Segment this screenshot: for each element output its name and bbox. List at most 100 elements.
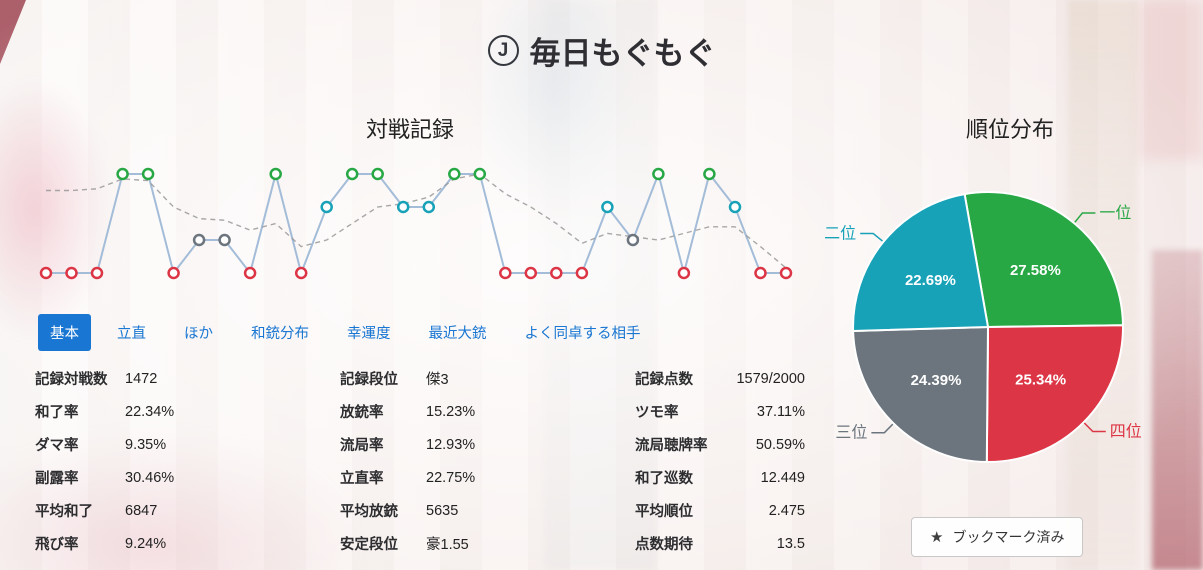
stat-label: 平均和了 (35, 504, 93, 520)
stat-label: 副露率 (35, 471, 79, 487)
stat-value: 22.75% (426, 469, 476, 486)
placement-line (46, 170, 786, 277)
stat-row: 記録段位 傑3 (340, 362, 510, 395)
stat-value: 30.46% (125, 469, 175, 486)
pie-label-line (860, 232, 883, 242)
placement-dot-rank1 (371, 167, 384, 181)
stats-table: 記録対戦数 1472 和了率 22.34% ダマ率 9.35% 副露率 30.46% 平均和了 6… (0, 362, 830, 567)
stat-label: ダマ率 (35, 438, 79, 454)
stat-row: 立直率 22.75% (340, 461, 510, 494)
stat-label: 平均順位 (635, 504, 693, 520)
placement-dot-rank4 (39, 266, 53, 280)
stat-label: 点数期待 (635, 537, 693, 553)
placement-dot-rank4 (779, 266, 793, 280)
stat-value: 1579/2000 (736, 370, 805, 387)
tab-4[interactable]: 和銃分布 (239, 314, 321, 351)
page-title: J 毎日もぐもぐ (0, 28, 1203, 73)
stat-value: 13.5 (776, 535, 805, 552)
tab-2[interactable]: 立直 (105, 314, 158, 351)
stat-label: ツモ率 (635, 405, 679, 421)
tab-3[interactable]: ほか (172, 314, 225, 351)
pie-slice-一位 (963, 191, 1125, 329)
placement-dot-rank4 (575, 266, 589, 280)
pie-slice-二位 (852, 192, 990, 333)
stat-row: 平均放銃 5635 (340, 494, 510, 527)
placement-dot-rank4 (90, 266, 104, 280)
stat-row: 平均和了 6847 (35, 494, 205, 527)
placement-dot-rank4 (550, 266, 563, 280)
stat-value: 2.475 (768, 502, 805, 519)
pie-outside-label: 四位 (1110, 423, 1142, 441)
stat-value: 37.11% (756, 403, 805, 420)
placement-dot-rank2 (601, 200, 614, 214)
stat-label: 和了巡数 (635, 471, 693, 487)
stat-row: 放銃率 15.23% (340, 395, 510, 428)
stat-row: 記録対戦数 1472 (35, 362, 205, 395)
pie-label-line (1074, 212, 1096, 223)
stats-column-1: 記録対戦数 1472 和了率 22.34% ダマ率 9.35% 副露率 30.46% 平均和了 6… (35, 362, 205, 560)
placement-dot-rank2 (728, 200, 742, 214)
pie-slice-四位 (985, 324, 1125, 464)
placement-dot-rank4 (524, 266, 538, 280)
stat-value: 9.24% (125, 535, 167, 552)
stat-row: 和了率 22.34% (35, 395, 205, 428)
stats-column-2: 記録段位 傑3 放銃率 15.23% 流局率 12.93% 立直率 22.75% 平均放銃 563… (340, 362, 510, 560)
placement-dot-rank3 (192, 233, 206, 247)
stat-row: 記録点数 1579/2000 (635, 362, 805, 395)
bookmark-button[interactable]: ★ ブックマーク済み (911, 517, 1084, 557)
stat-label: 飛び率 (35, 537, 79, 553)
pie-slice-三位 (852, 325, 990, 464)
stat-label: 流局率 (340, 438, 384, 454)
tab-5[interactable]: 幸運度 (335, 314, 403, 351)
placement-line-chart (39, 167, 793, 280)
placement-dot-rank4 (499, 266, 512, 280)
placement-dot-rank2 (320, 200, 333, 214)
stats-column-3: 記録点数 1579/2000 ツモ率 37.11% 流局聴牌率 50.59% 和了巡数 12.… (635, 362, 805, 560)
placement-dot-rank4 (754, 266, 767, 280)
stat-value: 6847 (125, 502, 158, 519)
stat-value: 12.449 (760, 469, 805, 486)
stat-label: 記録対戦数 (35, 372, 108, 388)
stat-label: 和了率 (35, 405, 79, 421)
stat-row: 副露率 30.46% (35, 461, 205, 494)
pie-label-line (1083, 422, 1106, 433)
stat-row: 安定段位 豪1.55 (340, 527, 510, 560)
stat-row: 流局率 12.93% (340, 428, 510, 461)
pie-value-label: 24.39% (911, 372, 962, 389)
pie-value-label: 22.69% (905, 272, 956, 289)
tab-1[interactable]: 基本 (38, 314, 91, 351)
placement-dot-rank3 (626, 233, 640, 247)
stat-label: 記録段位 (340, 372, 398, 388)
stat-row: 点数期待 13.5 (635, 527, 805, 560)
stat-row: 流局聴牌率 50.59% (635, 428, 805, 461)
pie-outside-label: 三位 (835, 424, 867, 442)
rank-distribution-heading: 順位分布 (965, 117, 1054, 142)
stat-value: 傑3 (426, 372, 449, 388)
placement-dot-rank4 (677, 266, 691, 280)
player-name: 毎日もぐもぐ (529, 36, 716, 71)
placement-dot-rank4 (65, 266, 78, 280)
stat-label: 安定段位 (340, 537, 398, 553)
bookmark-label: ブックマーク済み (952, 529, 1065, 545)
stat-value: 22.34% (125, 403, 175, 420)
placement-dot-rank1 (448, 167, 461, 181)
trend-line (46, 173, 787, 269)
stat-row: 和了巡数 12.449 (635, 461, 805, 494)
placement-dot-rank4 (167, 266, 180, 280)
placement-dot-rank2 (396, 200, 410, 214)
stat-label: 流局聴牌率 (635, 438, 708, 454)
tab-6[interactable]: 最近大銃 (417, 314, 499, 351)
placement-dot-rank1 (703, 167, 716, 181)
tab-7[interactable]: よく同卓する相手 (513, 314, 653, 351)
stats-tabs: 基本 立直 ほか 和銃分布 幸運度 最近大銃 よく同卓する相手 (38, 314, 653, 351)
placement-dot-rank1 (652, 167, 665, 181)
pie-value-label: 27.58% (1010, 262, 1061, 279)
placement-dot-rank4 (243, 266, 257, 280)
placement-dot-rank1 (345, 167, 359, 181)
pie-value-label: 25.34% (1015, 371, 1066, 388)
pie-outside-label: 一位 (1099, 204, 1131, 222)
star-icon: ★ (930, 528, 944, 546)
placement-dot-rank2 (422, 200, 436, 214)
placement-dot-rank4 (294, 266, 308, 280)
pie-label-line (871, 423, 894, 434)
